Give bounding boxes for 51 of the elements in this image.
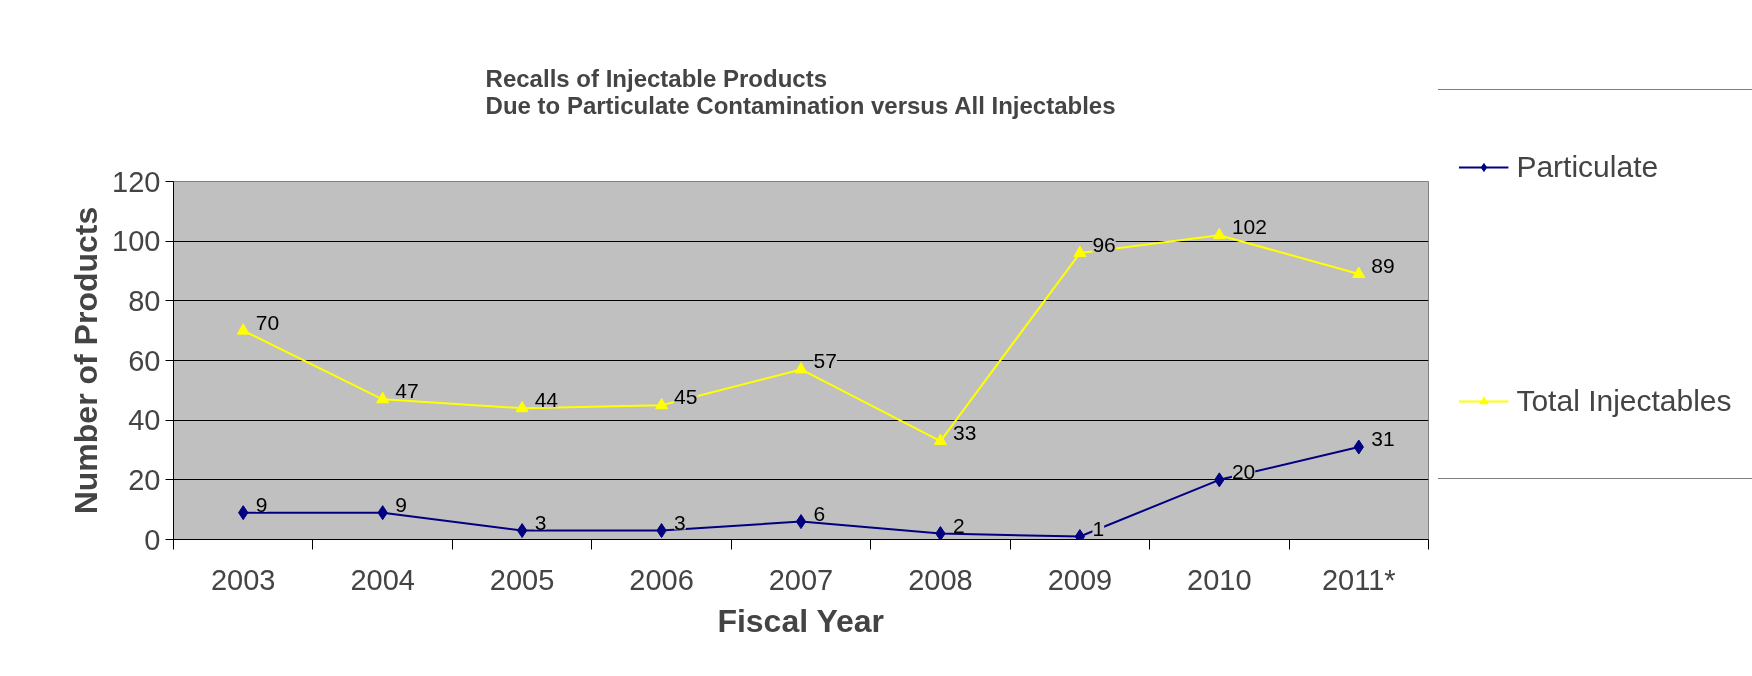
data-label: 31 bbox=[1371, 427, 1395, 451]
data-label: 45 bbox=[674, 385, 698, 409]
chart-title: Recalls of Injectable Products Due to Particulate Contamination versus All Injectables bbox=[485, 65, 1116, 119]
data-label: 2 bbox=[952, 513, 965, 537]
data-label: 47 bbox=[395, 379, 419, 403]
x-tick-label: 2003 bbox=[210, 563, 276, 596]
y-tick-label: 60 bbox=[128, 344, 161, 377]
legend-label: Particulate bbox=[1516, 150, 1659, 184]
y-tick-label: 80 bbox=[128, 284, 161, 317]
y-tick-label: 20 bbox=[128, 463, 161, 496]
y-axis-title: Number of Products bbox=[68, 206, 105, 515]
data-label: 96 bbox=[1092, 233, 1116, 257]
data-label: 1 bbox=[1092, 516, 1105, 540]
x-tick-label: 2004 bbox=[350, 563, 415, 596]
y-tick-label: 0 bbox=[144, 523, 161, 556]
x-tick-label: 2007 bbox=[768, 563, 834, 596]
point bbox=[1352, 266, 1366, 278]
data-label: 9 bbox=[395, 492, 407, 516]
data-label: 102 bbox=[1231, 215, 1267, 239]
y-tick-label: 40 bbox=[128, 404, 161, 437]
point bbox=[1212, 227, 1226, 240]
data-label: 20 bbox=[1231, 459, 1256, 483]
x-tick-label: 2011* bbox=[1321, 563, 1396, 596]
point bbox=[236, 323, 250, 335]
legend-label: Total Injectables bbox=[1516, 384, 1732, 418]
x-axis-title: Fiscal Year bbox=[717, 602, 885, 639]
point bbox=[516, 523, 528, 539]
data-label: 33 bbox=[952, 421, 977, 445]
point bbox=[935, 526, 946, 540]
x-tick-label: 2006 bbox=[629, 563, 694, 596]
data-label: 89 bbox=[1371, 253, 1395, 277]
data-label: 3 bbox=[674, 510, 686, 534]
data-label: 9 bbox=[255, 492, 268, 516]
point bbox=[795, 514, 807, 530]
data-label: 70 bbox=[255, 310, 280, 334]
data-label: 44 bbox=[534, 388, 559, 412]
data-label: 57 bbox=[813, 349, 837, 373]
point bbox=[933, 433, 947, 446]
x-tick-label: 2005 bbox=[489, 563, 555, 596]
point bbox=[1073, 245, 1087, 258]
x-tick-label: 2009 bbox=[1047, 563, 1113, 596]
x-tick-label: 2008 bbox=[908, 563, 973, 596]
point bbox=[515, 400, 529, 413]
data-label: 3 bbox=[534, 510, 547, 534]
point bbox=[655, 397, 669, 410]
point bbox=[794, 362, 808, 374]
y-tick-label: 120 bbox=[112, 165, 161, 198]
data-label: 6 bbox=[813, 501, 826, 525]
point bbox=[376, 391, 390, 404]
x-tick-label: 2010 bbox=[1187, 563, 1252, 596]
y-tick-label: 100 bbox=[112, 225, 161, 258]
